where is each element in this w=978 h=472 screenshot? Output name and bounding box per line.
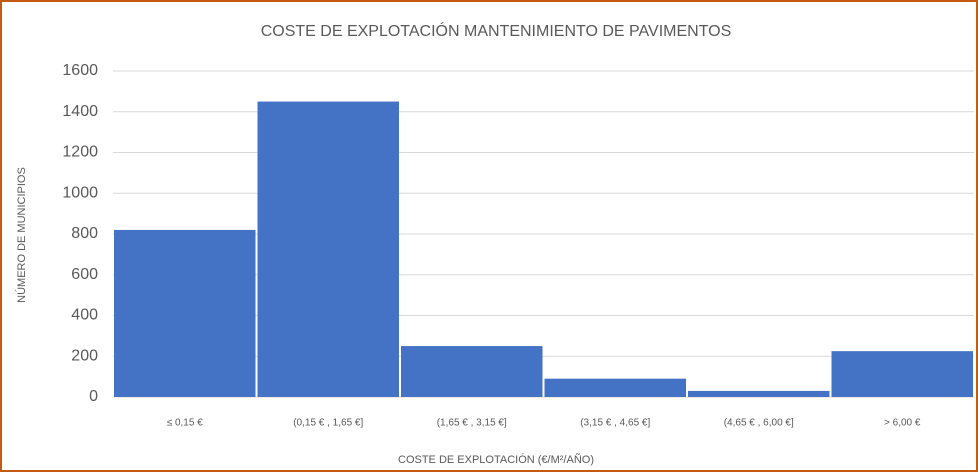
x-tick-label: (4,65 € , 6,00 €] bbox=[724, 418, 794, 429]
y-tick-label: 800 bbox=[71, 225, 98, 242]
bar bbox=[688, 390, 830, 397]
x-tick-label: (1,65 € , 3,15 €] bbox=[437, 418, 507, 429]
bar bbox=[831, 351, 973, 397]
y-tick-label: 1200 bbox=[62, 144, 98, 161]
y-tick-label: 1400 bbox=[62, 103, 98, 120]
y-tick-label: 1600 bbox=[62, 62, 98, 79]
y-axis-label: NÚMERO DE MUNICIPIOS bbox=[15, 167, 28, 303]
y-tick-label: 0 bbox=[89, 388, 98, 405]
x-tick-label: > 6,00 € bbox=[884, 418, 921, 429]
x-tick-label: ≤ 0,15 € bbox=[167, 418, 204, 429]
y-tick-label: 1000 bbox=[62, 184, 98, 201]
y-tick-label: 400 bbox=[71, 307, 98, 324]
chart-title: COSTE DE EXPLOTACIÓN MANTENIMIENTO DE PA… bbox=[261, 21, 732, 40]
x-tick-label: (3,15 € , 4,65 €] bbox=[580, 418, 650, 429]
bar bbox=[401, 346, 543, 397]
x-axis-label: COSTE DE EXPLOTACIÓN (€/M²/AÑO) bbox=[398, 453, 594, 466]
bar bbox=[257, 101, 399, 397]
bar bbox=[544, 378, 686, 397]
y-tick-label: 200 bbox=[71, 347, 98, 364]
bar bbox=[114, 229, 256, 397]
x-tick-label: (0,15 € , 1,65 €] bbox=[293, 418, 363, 429]
y-tick-label: 600 bbox=[71, 266, 98, 283]
